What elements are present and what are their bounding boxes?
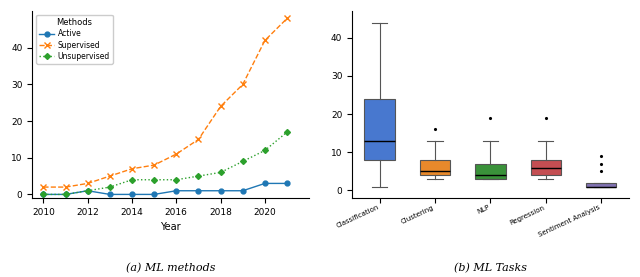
Unsupervised (239, 160, 246, 163)
PathPatch shape (531, 160, 561, 175)
Active (150, 193, 158, 196)
Supervised (106, 175, 114, 178)
Active (239, 189, 246, 193)
PathPatch shape (420, 160, 451, 175)
PathPatch shape (586, 183, 616, 187)
Supervised (239, 83, 246, 86)
Unsupervised (40, 193, 47, 196)
Supervised (150, 163, 158, 167)
Unsupervised (150, 178, 158, 181)
Supervised (195, 138, 202, 141)
Active (283, 182, 291, 185)
Active (84, 189, 92, 193)
Unsupervised (84, 189, 92, 193)
Unsupervised (61, 193, 69, 196)
PathPatch shape (365, 99, 395, 160)
Supervised (61, 185, 69, 189)
Active (261, 182, 269, 185)
Unsupervised (217, 171, 225, 174)
Active (40, 193, 47, 196)
Supervised (128, 167, 136, 170)
Text: (a) ML methods: (a) ML methods (126, 263, 216, 273)
Supervised (283, 17, 291, 20)
Unsupervised (172, 178, 180, 181)
Unsupervised (261, 149, 269, 152)
Text: (b) ML Tasks: (b) ML Tasks (454, 263, 527, 273)
Supervised (40, 185, 47, 189)
Supervised (172, 152, 180, 156)
PathPatch shape (476, 164, 506, 179)
Unsupervised (106, 185, 114, 189)
Active (61, 193, 69, 196)
Active (172, 189, 180, 193)
Line: Supervised: Supervised (40, 16, 290, 190)
Active (106, 193, 114, 196)
Legend: Active, Supervised, Unsupervised: Active, Supervised, Unsupervised (36, 15, 113, 64)
Unsupervised (195, 175, 202, 178)
Unsupervised (283, 130, 291, 134)
Supervised (261, 39, 269, 42)
Line: Active: Active (41, 181, 289, 197)
Line: Unsupervised: Unsupervised (42, 130, 289, 196)
Active (128, 193, 136, 196)
Active (217, 189, 225, 193)
Active (195, 189, 202, 193)
Supervised (217, 105, 225, 108)
X-axis label: Year: Year (161, 222, 181, 232)
Unsupervised (128, 178, 136, 181)
Supervised (84, 182, 92, 185)
